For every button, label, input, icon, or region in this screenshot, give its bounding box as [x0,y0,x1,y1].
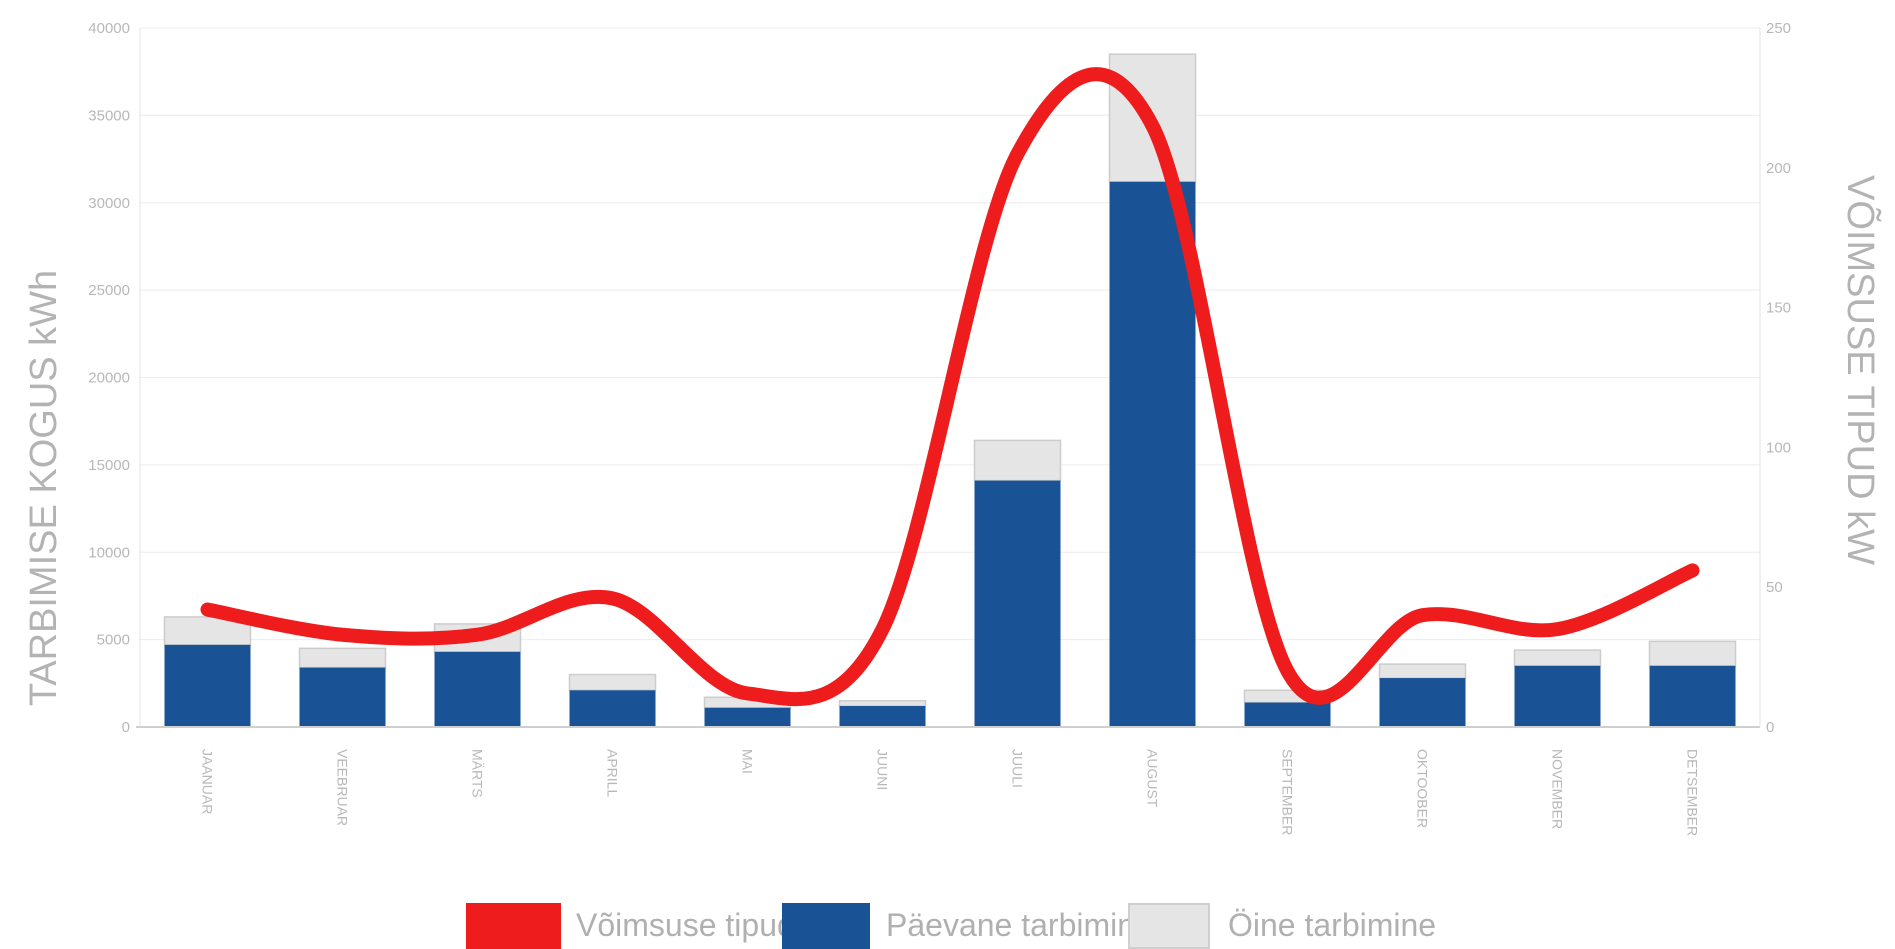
x-tick-label: JAANUAR [200,749,216,814]
bar-day [299,667,386,727]
bar-night [298,647,387,669]
x-axis: JAANUAR VEEBRUAR MÄRTS APRILL MAI JUUNI JUULI A… [136,726,1760,836]
x-tick-label: OKTOOBER [1415,749,1431,828]
bar-night [1378,663,1467,679]
gridlines [140,27,1760,641]
y-tick-left: 15000 [88,457,130,474]
y-axis-right-title: VÕIMSUSE TIPUD kW [1839,175,1883,565]
y-tick-right: 250 [1766,20,1791,37]
power-peak-line-layer [200,67,1700,707]
y-axis-left-title: TARBIMISE KOGUS kWh [23,270,65,706]
bar-day [1109,181,1196,727]
bar-night [838,700,927,707]
bar-day [1244,702,1331,727]
legend-label-day-consumption: Päevane tarbimine [886,907,1153,943]
x-tick-label: MÄRTS [470,749,486,798]
x-tick-label: AUGUST [1145,749,1161,808]
bar-day [434,651,521,727]
bar-day [569,690,656,727]
y-tick-right: 50 [1766,579,1783,596]
bar-night [1648,640,1737,667]
bar-day [1649,665,1736,727]
bar-night [973,439,1062,482]
y-tick-left: 0 [122,719,130,736]
legend-label-power-peaks: Võimsuse tipud [576,907,795,943]
bar-day [704,707,791,727]
y-tick-left: 5000 [97,632,130,649]
bar-day [839,706,926,727]
y-tick-right: 0 [1766,719,1774,736]
legend-swatch-power-peaks [466,903,561,949]
power-peak-line [200,67,1700,707]
legend-swatch-day-consumption [782,903,870,949]
y-tick-left: 10000 [88,544,130,561]
bar-night [568,673,657,692]
bar-day [1379,678,1466,727]
bar-day [164,644,251,727]
y-tick-left: 20000 [88,370,130,387]
x-tick-label: JUULI [1010,749,1026,788]
bar-day [974,480,1061,727]
y-tick-right: 150 [1766,300,1791,317]
y-tick-left: 30000 [88,195,130,212]
bar-day [1514,665,1601,727]
x-tick-label: MAI [740,749,756,774]
y-tick-left: 40000 [88,20,130,37]
y-axis-right: 0 50 100 150 200 250 [1759,20,1791,736]
legend-swatch-night-consumption [1128,903,1210,949]
y-tick-right: 200 [1766,160,1791,177]
x-tick-label: SEPTEMBER [1280,749,1296,835]
y-tick-left: 25000 [88,282,130,299]
x-tick-label: NOVEMBER [1550,749,1566,829]
legend-label-night-consumption: Öine tarbimine [1228,907,1437,943]
x-tick-label: DETSEMBER [1685,749,1701,836]
x-tick-label: JUUNI [875,749,891,790]
x-tick-label: VEEBRUAR [335,749,351,826]
x-tick-label: APRILL [605,749,621,797]
y-tick-left: 35000 [88,107,130,124]
y-axis-left: 0 5000 10000 15000 20000 25000 30000 35000 40000 [88,20,141,736]
bar-night [1513,649,1602,667]
y-tick-right: 100 [1766,439,1791,456]
legend: Võimsuse tipud Päevane tarbimine Öine ta… [466,895,1436,949]
